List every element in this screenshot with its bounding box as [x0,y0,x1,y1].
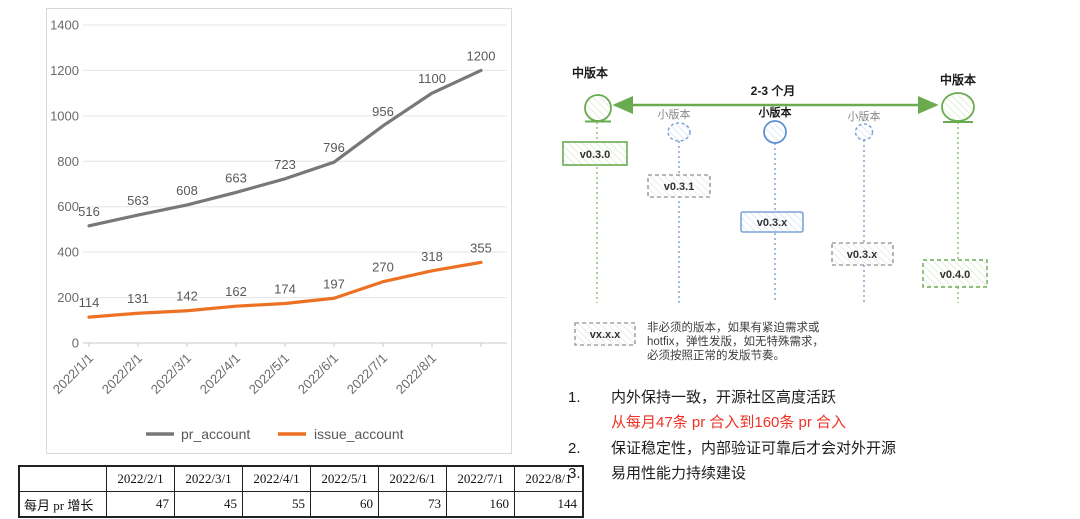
table-value-cell: 144 [514,491,584,518]
minor-release-2-circle [763,120,787,144]
data-label-issue_account: 174 [274,281,296,296]
table-header-cell: 2022/7/1 [446,465,515,492]
table-header-row: 2022/2/1 2022/3/1 2022/4/1 2022/5/1 2022/6/1… [18,465,584,492]
table-header-cell: 2022/6/1 [378,465,447,492]
y-axis-label: 1200 [50,63,79,78]
note-number: 3. [568,464,581,482]
legend-version-box [574,322,636,346]
table-value-cell: 73 [378,491,447,518]
version-box-v03x-optional [831,242,894,266]
legend-text-line-3: 必须按照正常的发版节奏。 [647,348,785,362]
y-axis-label: 800 [57,154,79,169]
table-value-cell: 60 [310,491,379,518]
data-label-pr_account: 1100 [418,71,446,86]
table-value-cell: 47 [106,491,175,518]
x-axis-label: 2022/5/1 [246,351,292,397]
y-axis-label: 200 [57,290,79,305]
version-box-v03x-planned [740,211,804,233]
line-chart-panel: 0 200 400 600 800 1000 1200 1400 2022/1/1 2022/2/… [46,8,512,454]
note-item-1-highlight: 从每月47条 pr 合入到160条 pr 合入 [568,410,1073,435]
x-axis-label: 2022/8/1 [393,351,439,397]
note-text: 易用性能力持续建设 [611,464,747,482]
release-cadence-diagram: 2-3 个月 中版本 中版本 小版本 小版本 小版本 v0.3.0 v0.3.1… [562,65,988,362]
table-header-cell: 2022/3/1 [174,465,243,492]
minor-release-2-label: 小版本 [758,105,792,119]
table-value-cell: 160 [446,491,515,518]
series-line-issue_account [87,260,483,319]
note-item-2: 2. 保证稳定性，内部验证可靠后才会对外开源 [568,436,1073,461]
data-label-pr_account: 723 [274,157,296,172]
major-release-left-circle [584,94,612,122]
x-axis-label: 2022/7/1 [344,351,390,397]
data-label-pr_account: 663 [225,170,247,185]
x-axis-label: 2022/1/1 [50,351,96,397]
notes-list: 1. 内外保持一致，开源社区高度活跃 从每月47条 pr 合入到160条 pr … [568,385,1073,486]
data-label-issue_account: 114 [79,295,100,310]
y-axis-label: 400 [57,245,79,260]
table-row-label: 每月 pr 增长 [18,491,107,518]
minor-release-3-label: 小版本 [848,109,881,123]
data-label-pr_account: 1200 [467,48,496,63]
y-axis-label: 0 [72,336,79,351]
note-number [568,410,611,435]
data-label-pr_account: 796 [323,140,345,155]
minor-release-1-label: 小版本 [658,107,691,121]
data-label-pr_account: 956 [372,104,394,119]
data-label-issue_account: 162 [225,284,247,299]
major-release-right-label: 中版本 [940,72,976,87]
version-v03x-planned-label: v0.3.x [757,217,788,229]
legend-label-issue_account: issue_account [314,426,404,442]
table-header-cell: 2022/2/1 [106,465,175,492]
pr-growth-table: 2022/2/1 2022/3/1 2022/4/1 2022/5/1 2022/6/1… [18,465,584,518]
y-axis-label: 1400 [50,18,79,33]
version-v031-label: v0.3.1 [664,181,695,193]
x-axis-label: 2022/2/1 [99,351,145,397]
data-label-issue_account: 142 [176,289,198,304]
note-item-3: 3. 易用性能力持续建设 [568,461,1073,486]
x-axis-label: 2022/3/1 [148,351,194,397]
interval-label: 2-3 个月 [751,83,796,98]
version-v03x-optional-label: v0.3.x [847,249,878,261]
series-line-pr_account [87,68,483,228]
legend-text-line-2: hotfix，弹性发版，如无特殊需求， [647,334,824,348]
y-axis-label: 1000 [50,108,79,123]
x-axis-label: 2022/4/1 [197,351,243,397]
table-value-cell: 55 [242,491,311,518]
data-label-issue_account: 270 [372,260,394,275]
version-box-v031 [647,174,711,198]
data-label-pr_account: 563 [127,193,149,208]
line-chart: 0 200 400 600 800 1000 1200 1400 2022/1/1 2022/2/… [50,18,507,442]
table-row: 每月 pr 增长 47 45 55 60 73 160 144 [18,491,584,518]
table-header-cell [18,465,107,492]
minor-release-1-circle [667,122,691,142]
note-number: 1. [568,389,581,406]
data-label-issue_account: 197 [323,276,345,291]
data-label-pr_account: 608 [176,183,198,198]
note-number: 2. [568,439,581,457]
version-v030-label: v0.3.0 [580,149,611,161]
table-header-cell: 2022/4/1 [242,465,311,492]
minor-release-3-circle [854,123,874,141]
note-item-1: 1. 内外保持一致，开源社区高度活跃 [568,385,1073,410]
major-release-left-label: 中版本 [572,65,608,80]
legend-text-line-1: 非必须的版本，如果有紧迫需求或 [647,320,820,334]
x-axis-label: 2022/6/1 [295,351,341,397]
note-text: 内外保持一致，开源社区高度活跃 [611,389,837,406]
y-axis-label: 600 [57,199,79,214]
note-highlight-text: 从每月47条 pr 合入到160条 pr 合入 [611,414,847,432]
legend-label-pr_account: pr_account [181,426,250,442]
data-label-issue_account: 318 [421,249,443,264]
legend-version-box-label: vx.x.x [590,329,621,341]
data-label-issue_account: 131 [127,291,149,306]
data-label-issue_account: 355 [470,240,492,255]
version-box-v030 [562,141,628,166]
table-value-cell: 45 [174,491,243,518]
version-box-v040 [922,259,988,288]
version-v040-label: v0.4.0 [940,269,971,281]
major-release-right-circle [941,92,975,122]
note-text: 保证稳定性，内部验证可靠后才会对外开源 [611,439,897,457]
data-label-pr_account: 516 [78,204,100,219]
table-header-cell: 2022/5/1 [310,465,379,492]
